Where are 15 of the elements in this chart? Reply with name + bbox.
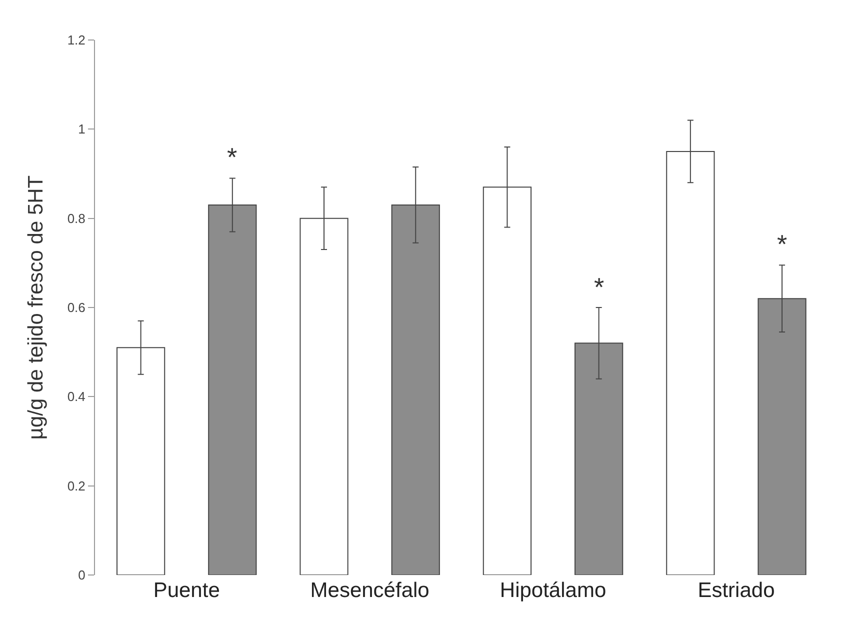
x-tick-label: Puente [153, 579, 220, 602]
x-tick-label: Estriado [698, 579, 775, 602]
y-tick-label: 0.6 [67, 300, 86, 316]
y-axis-title: µg/g de tejido fresco de 5HT [24, 175, 48, 440]
x-tick-label: Mesencéfalo [310, 579, 430, 602]
y-tick-label: 1 [78, 122, 86, 137]
y-tick-label: 0.4 [67, 389, 86, 404]
x-tick-label: Hipotálamo [500, 579, 606, 602]
y-tick-label: 0.8 [67, 210, 86, 226]
data-label: * [594, 272, 604, 302]
y-tick-label: 0 [78, 568, 86, 583]
y-tick-label: 0.2 [67, 478, 86, 494]
data-label: * [227, 142, 238, 172]
data-label: * [777, 229, 788, 259]
y-tick-label: 1.2 [67, 32, 86, 48]
